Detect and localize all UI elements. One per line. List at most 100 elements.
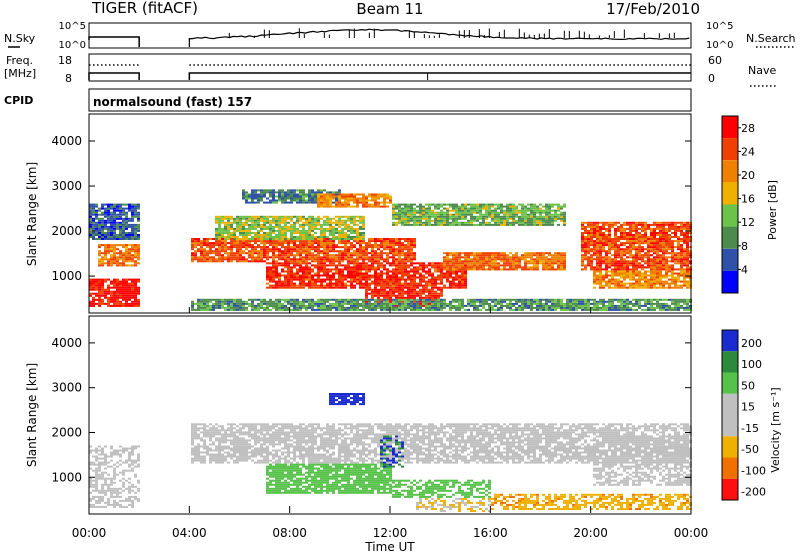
power-cell [458,207,461,210]
power-cell [299,254,302,257]
power-cell [227,236,230,238]
power-cell [608,304,611,307]
power-cell [449,282,452,285]
power-cell [485,215,488,218]
power-cell [341,236,344,238]
power-cell [446,211,449,214]
power-cell [101,213,104,216]
power-cell [506,205,509,208]
power-cell [278,215,281,218]
power-cell [494,203,497,206]
power-cell [122,294,125,297]
power-cell [275,234,278,236]
power-cell [437,268,440,271]
power-cell [392,276,395,279]
power-cell [359,258,362,261]
power-cell [353,264,356,267]
power-cell [134,236,137,238]
power-cell [419,292,422,295]
power-cell [428,296,431,299]
power-cell [113,223,116,226]
power-cell [224,298,227,301]
power-cell [98,250,101,253]
power-cell [362,264,365,267]
power-cell [410,300,413,303]
power-cell [533,223,536,226]
power-cell [284,308,287,311]
power-cell [536,256,539,259]
power-cell [524,209,527,212]
power-cell [305,272,308,275]
power-cell [608,236,611,238]
power-cell [299,234,302,236]
power-cell [557,203,560,206]
power-cell [299,270,302,273]
power-cell [356,203,359,206]
power-cell [506,211,509,214]
power-cell [287,274,290,277]
power-cell [272,197,275,200]
power-cell [125,286,128,289]
power-cell [302,225,305,228]
power-cell [602,260,605,263]
power-cell [338,308,341,311]
power-cell [485,213,488,216]
power-cell [122,238,125,240]
power-cell [392,258,395,261]
power-cell [230,246,233,249]
power-cell [323,260,326,263]
power-cell [110,229,113,232]
power-cell [116,258,119,261]
power-cell [590,264,593,267]
power-cell [482,223,485,226]
power-cell [275,254,278,257]
power-cell [335,227,338,230]
power-cell [464,270,467,273]
power-cell [338,225,341,228]
power-cell [266,302,269,305]
power-cell [191,252,194,255]
power-cell [263,234,266,236]
power-cell [98,286,101,289]
power-cell [320,306,323,309]
power-cell [314,280,317,283]
power-cell [452,278,455,281]
power-cell [278,193,281,196]
power-cell [320,302,323,305]
power-cell [347,205,350,208]
power-cell [335,215,338,218]
power-cell [299,278,302,281]
power-cell [116,203,119,206]
power-cell [101,232,104,234]
power-cell [101,252,104,255]
power-cell [305,252,308,255]
power-cell [305,240,308,243]
power-cell [608,282,611,285]
power-cell [212,246,215,249]
power-cell [311,258,314,261]
power-cell [605,304,608,307]
power-cell [284,258,287,261]
power-cell [437,298,440,301]
power-cell [431,294,434,297]
power-cell [410,248,413,251]
power-cell [200,298,203,301]
power-cell [290,238,293,240]
power-cell [419,203,422,206]
power-cell [476,256,479,259]
power-cell [362,219,365,222]
power-cell [494,254,497,257]
power-cell [107,260,110,263]
power-cell [512,264,515,267]
power-cell [332,236,335,238]
power-cell [527,266,530,269]
power-cell [413,246,416,249]
power-cell [239,248,242,251]
power-cell [272,284,275,287]
power-cell [497,221,500,224]
power-cell [545,266,548,269]
power-cell [548,266,551,269]
power-cell [350,308,353,311]
power-cell [395,300,398,303]
power-cell [434,286,437,289]
